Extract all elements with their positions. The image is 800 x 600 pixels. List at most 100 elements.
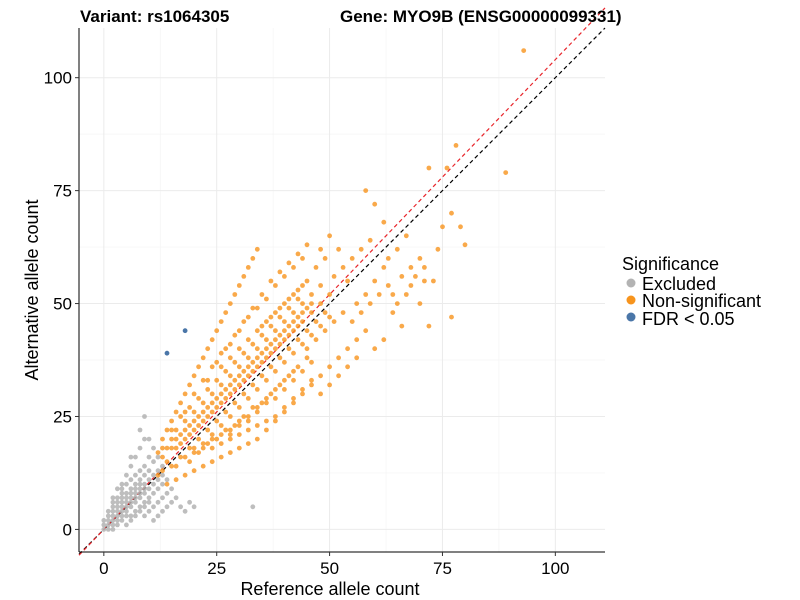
- point-non-significant: [322, 310, 328, 315]
- point-non-significant: [273, 328, 278, 334]
- point-non-significant: [300, 391, 305, 397]
- point-excluded: [155, 454, 161, 460]
- point-non-significant: [218, 432, 224, 437]
- point-non-significant: [169, 463, 175, 469]
- point-non-significant: [291, 265, 296, 270]
- point-non-significant: [399, 323, 405, 329]
- point-non-significant: [264, 346, 269, 352]
- point-non-significant: [385, 283, 391, 288]
- point-non-significant: [214, 418, 220, 424]
- point-non-significant: [345, 278, 350, 284]
- point-non-significant: [236, 346, 242, 352]
- point-non-significant: [273, 418, 278, 424]
- point-non-significant: [205, 387, 211, 392]
- point-non-significant: [250, 359, 256, 365]
- point-excluded: [146, 499, 152, 505]
- point-non-significant: [318, 283, 323, 288]
- point-non-significant: [223, 396, 229, 401]
- point-non-significant: [196, 436, 202, 442]
- point-non-significant: [422, 278, 427, 284]
- point-fdr-0-05: [164, 350, 170, 356]
- point-non-significant: [227, 427, 233, 433]
- point-non-significant: [264, 377, 269, 383]
- point-excluded: [128, 518, 134, 523]
- point-non-significant: [173, 463, 179, 469]
- point-non-significant: [232, 359, 238, 365]
- point-non-significant: [205, 441, 211, 446]
- point-non-significant: [160, 454, 165, 460]
- point-excluded: [119, 486, 125, 492]
- point-non-significant: [164, 481, 170, 487]
- point-non-significant: [295, 364, 301, 370]
- point-non-significant: [232, 292, 238, 297]
- point-non-significant: [367, 237, 373, 243]
- point-non-significant: [245, 373, 251, 379]
- point-non-significant: [277, 341, 283, 347]
- tick-labels: 0 25 50 75 100 0 25 50 75 100: [44, 69, 570, 578]
- point-excluded: [101, 527, 107, 532]
- point-non-significant: [187, 405, 193, 410]
- point-excluded: [151, 481, 156, 487]
- point-non-significant: [259, 323, 265, 329]
- point-non-significant: [309, 310, 314, 315]
- point-non-significant: [250, 305, 256, 311]
- point-excluded: [155, 477, 161, 483]
- point-excluded: [182, 508, 188, 514]
- point-excluded: [191, 504, 197, 510]
- title-right: Gene: MYO9B (ENSG00000099331): [340, 7, 622, 26]
- point-non-significant: [254, 387, 260, 392]
- point-non-significant: [236, 382, 242, 388]
- point-excluded: [155, 513, 161, 519]
- point-non-significant: [205, 346, 211, 352]
- point-non-significant: [254, 305, 260, 311]
- x-tick-label: 75: [433, 559, 452, 578]
- point-non-significant: [227, 341, 233, 347]
- point-non-significant: [322, 328, 328, 334]
- point-excluded: [124, 504, 129, 510]
- point-excluded: [133, 472, 138, 478]
- point-non-significant: [218, 423, 224, 428]
- point-non-significant: [345, 364, 350, 370]
- point-non-significant: [300, 256, 305, 261]
- point-non-significant: [408, 283, 414, 288]
- point-non-significant: [209, 400, 215, 406]
- point-non-significant: [277, 355, 283, 361]
- point-excluded: [115, 508, 120, 514]
- point-non-significant: [209, 409, 215, 415]
- point-non-significant: [390, 310, 396, 315]
- point-non-significant: [259, 350, 265, 356]
- point-non-significant: [462, 242, 468, 248]
- point-non-significant: [372, 278, 378, 284]
- point-excluded: [146, 508, 152, 514]
- point-excluded: [133, 495, 138, 501]
- point-non-significant: [277, 269, 283, 275]
- point-non-significant: [381, 337, 387, 343]
- point-excluded: [110, 495, 116, 501]
- point-non-significant: [273, 387, 278, 392]
- point-non-significant: [245, 441, 251, 446]
- point-non-significant: [173, 427, 179, 433]
- point-excluded: [133, 481, 138, 487]
- point-non-significant: [236, 328, 242, 334]
- point-non-significant: [254, 409, 260, 415]
- point-excluded: [124, 508, 129, 514]
- point-non-significant: [223, 427, 229, 433]
- point-non-significant: [218, 382, 224, 388]
- point-non-significant: [155, 450, 161, 455]
- point-excluded: [110, 518, 116, 523]
- point-non-significant: [214, 359, 220, 365]
- point-excluded: [124, 481, 129, 487]
- point-non-significant: [236, 445, 242, 451]
- point-non-significant: [182, 427, 188, 433]
- y-tick-label: 0: [63, 520, 72, 539]
- point-non-significant: [295, 296, 301, 302]
- legend-label-non-significant: Non-significant: [642, 291, 761, 311]
- point-non-significant: [318, 246, 323, 252]
- point-non-significant: [273, 337, 278, 343]
- point-non-significant: [291, 319, 296, 324]
- point-excluded: [124, 472, 129, 478]
- point-non-significant: [282, 377, 287, 383]
- point-non-significant: [304, 305, 310, 311]
- y-axis-label: Alternative allele count: [22, 199, 42, 380]
- point-excluded: [142, 499, 147, 505]
